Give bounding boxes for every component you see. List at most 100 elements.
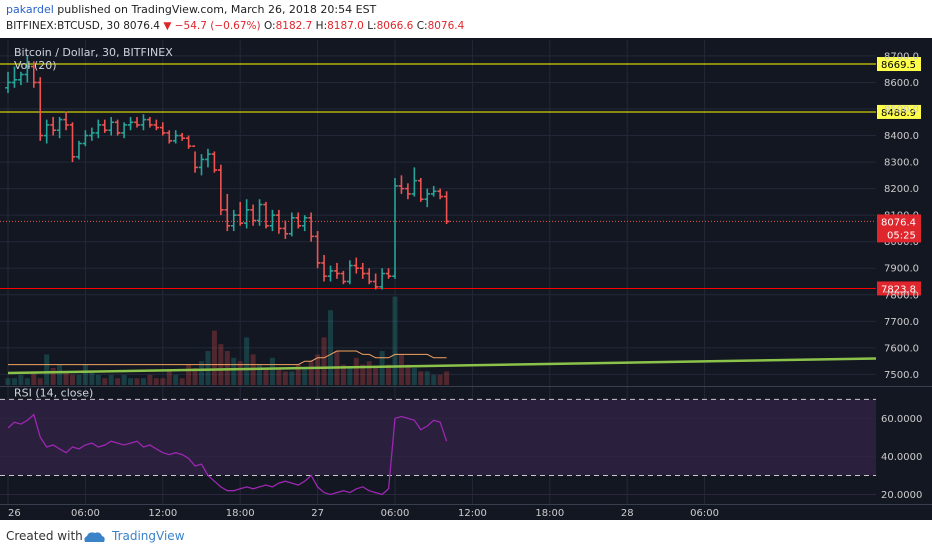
ohlc-bar	[230, 209, 237, 232]
ohlc-bar	[24, 55, 31, 83]
volume-bar	[328, 310, 333, 385]
chart-area[interactable]: 8669.5 8488.9 7823.8 7500.0 7600.0 7700.0 7800…	[0, 38, 932, 520]
ohlc-bar	[172, 130, 179, 144]
ohlc-bar	[243, 199, 250, 229]
volume-bar	[411, 368, 417, 385]
price-tick-label: 7800.0	[884, 290, 919, 301]
ohlc-bar	[37, 77, 44, 141]
volume-bar	[102, 378, 108, 385]
volume-bar	[166, 371, 172, 385]
time-tick-label: 18:00	[535, 508, 564, 519]
ohlc-bar	[127, 116, 134, 131]
ohlc-bar	[347, 260, 353, 285]
ohlc-bar	[250, 204, 256, 226]
volume-bar	[398, 354, 404, 385]
volume-bar	[315, 354, 321, 385]
price-level-label: 8669.5	[881, 60, 916, 71]
volume-bar	[153, 378, 159, 385]
volume-bar	[295, 364, 301, 385]
volume-bar	[173, 374, 179, 385]
volume-bar	[63, 371, 69, 385]
volume-bar	[70, 374, 75, 385]
price-tick-label: 7500.0	[884, 370, 919, 381]
last-price: 8076.4	[123, 20, 160, 32]
high-value: 8187.0	[327, 20, 364, 32]
ohlc-bar	[321, 254, 327, 282]
publish-line: pakardel published on TradingView.com, M…	[6, 3, 376, 16]
price-tick-label: 8400.0	[884, 131, 919, 142]
ohlc-bar	[153, 119, 160, 131]
volume-bar	[5, 378, 11, 385]
volume-bar	[82, 364, 88, 385]
created-with-text: Created with	[6, 529, 83, 543]
ohlc-bar	[43, 119, 50, 144]
ohlc-bar	[405, 183, 411, 200]
last-price-label: 8076.4	[881, 217, 916, 228]
volume-bar	[418, 371, 424, 385]
volume-bar	[437, 374, 443, 385]
rsi-title: RSI (14, close)	[14, 387, 93, 400]
ohlc-bar	[134, 116, 140, 128]
time-tick-label: 06:00	[381, 508, 410, 519]
ohlc-bar	[398, 175, 405, 194]
time-tick-label: 12:00	[458, 508, 487, 519]
volume-bar	[205, 351, 211, 385]
volume-bar	[128, 378, 134, 385]
ohlc-bar	[18, 71, 24, 86]
ohlc-bar	[366, 268, 372, 285]
ohlc-bar	[108, 116, 114, 136]
ohlc-bar	[179, 132, 185, 141]
time-tick-label: 12:00	[148, 508, 177, 519]
volume-bar	[121, 374, 127, 385]
ohlc-bar	[269, 209, 276, 232]
ohlc-bar	[205, 148, 211, 168]
price-level-tag	[877, 57, 921, 72]
ohlc-bar	[340, 270, 347, 285]
volume-bar	[276, 368, 282, 385]
ohlc-bar	[82, 130, 89, 147]
ohlc-bar	[31, 61, 37, 88]
volume-bar	[18, 374, 24, 385]
ohlc-bar	[308, 212, 314, 242]
price-level-tag	[877, 281, 921, 296]
high-label: H:	[315, 20, 328, 32]
price-tick-label: 8500.0	[884, 105, 919, 116]
volume-bar	[57, 364, 63, 385]
published-text: published on TradingView.com, March 26, …	[57, 3, 377, 16]
footer: Created with TradingView	[0, 520, 932, 550]
rsi-tick-label: 40.0000	[881, 452, 922, 463]
rsi-line	[7, 413, 448, 496]
price-tick-label: 7900.0	[884, 264, 919, 275]
volume-bar	[237, 361, 243, 385]
time-tick-label: 26	[8, 508, 21, 519]
volume-bar	[179, 378, 185, 385]
ohlc-bar	[327, 265, 334, 282]
volume-bar	[282, 371, 288, 385]
volume-bar	[108, 374, 114, 385]
volume-bar	[405, 364, 411, 385]
volume-bar	[263, 368, 269, 385]
tradingview-brand[interactable]: TradingView	[112, 529, 185, 543]
ohlc-bar	[424, 188, 431, 208]
low-label: L:	[367, 20, 377, 32]
ohlc-bar	[334, 262, 340, 279]
ohlc-bar	[192, 145, 198, 173]
ohlc-bar	[95, 119, 102, 139]
ohlc-bar	[101, 119, 108, 133]
ohlc-bar	[185, 135, 192, 149]
author-link[interactable]: pakardel	[6, 3, 54, 16]
rsi-band	[0, 399, 876, 476]
volume-bar	[386, 364, 392, 385]
down-arrow-icon: ▼	[163, 20, 172, 32]
rsi-tick-label: 20.0000	[881, 490, 922, 501]
open-label: O:	[263, 20, 276, 32]
volume-bar	[224, 351, 230, 385]
ohlc-bar	[411, 167, 418, 197]
time-tick-label: 27	[311, 508, 324, 519]
time-tick-label: 06:00	[690, 508, 719, 519]
volume-bar	[302, 368, 308, 385]
price-tick-label: 8600.0	[884, 78, 919, 89]
ohlc-bar	[166, 130, 173, 144]
volume-bar	[211, 330, 217, 385]
close-label: C:	[416, 20, 428, 32]
